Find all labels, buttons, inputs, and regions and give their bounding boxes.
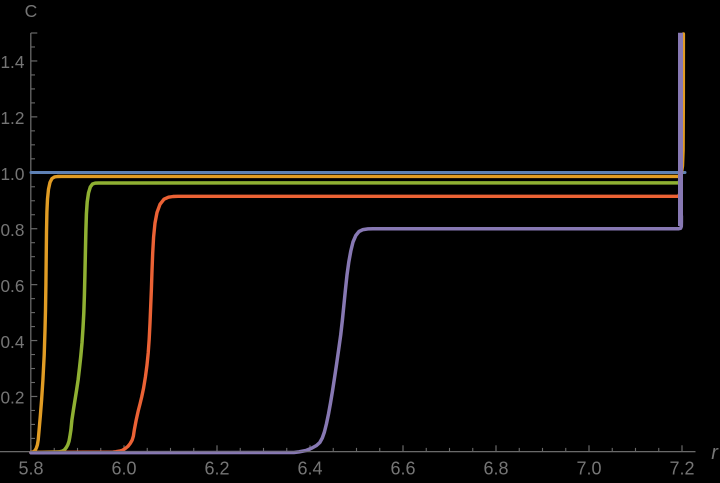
svg-text:0.8: 0.8	[0, 220, 24, 240]
svg-text:0.6: 0.6	[0, 276, 24, 296]
svg-text:0.4: 0.4	[0, 332, 24, 352]
svg-text:6.6: 6.6	[390, 458, 415, 478]
svg-text:6.0: 6.0	[111, 458, 136, 478]
svg-text:1.4: 1.4	[0, 52, 24, 72]
svg-text:6.8: 6.8	[483, 458, 508, 478]
svg-text:1.0: 1.0	[0, 164, 24, 184]
svg-text:6.2: 6.2	[204, 458, 229, 478]
svg-text:r: r	[711, 442, 719, 464]
svg-text:C: C	[25, 1, 38, 21]
svg-text:6.4: 6.4	[297, 458, 322, 478]
svg-text:5.8: 5.8	[18, 458, 43, 478]
svg-text:7.0: 7.0	[576, 458, 601, 478]
svg-text:7.2: 7.2	[669, 458, 694, 478]
svg-text:0.2: 0.2	[0, 388, 24, 408]
svg-text:1.2: 1.2	[0, 108, 24, 128]
